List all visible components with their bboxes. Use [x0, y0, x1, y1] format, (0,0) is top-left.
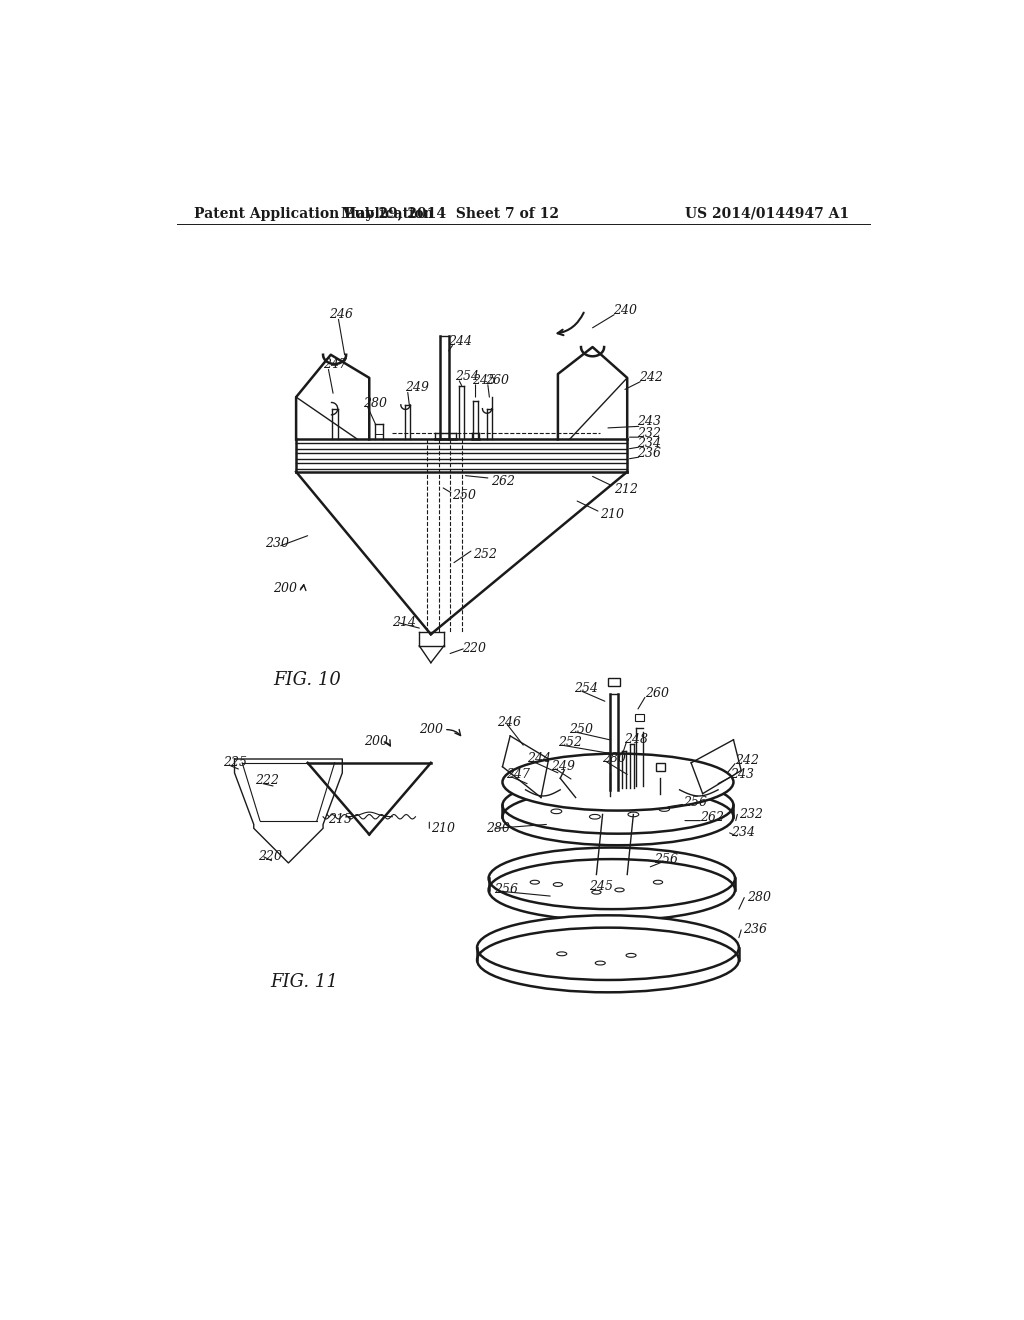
Text: 250: 250	[453, 490, 476, 502]
Ellipse shape	[628, 812, 639, 817]
Text: FIG. 11: FIG. 11	[270, 973, 339, 991]
Ellipse shape	[614, 888, 625, 892]
Text: 212: 212	[614, 483, 638, 496]
Ellipse shape	[503, 776, 733, 834]
Text: 260: 260	[645, 686, 669, 700]
Ellipse shape	[557, 952, 566, 956]
Ellipse shape	[488, 847, 735, 909]
Text: US 2014/0144947 A1: US 2014/0144947 A1	[685, 207, 849, 220]
Text: 249: 249	[551, 760, 575, 774]
Text: 215: 215	[329, 813, 352, 825]
Text: 240: 240	[612, 305, 637, 317]
Text: 280: 280	[602, 752, 626, 766]
Text: 256: 256	[683, 796, 708, 809]
Ellipse shape	[477, 915, 739, 979]
Text: May 29, 2014  Sheet 7 of 12: May 29, 2014 Sheet 7 of 12	[341, 207, 559, 220]
Text: 234: 234	[637, 437, 662, 450]
Ellipse shape	[658, 807, 670, 812]
Text: 280: 280	[746, 891, 770, 904]
Text: 280: 280	[364, 397, 387, 409]
Text: 234: 234	[731, 826, 755, 840]
Text: 200: 200	[273, 582, 297, 594]
Ellipse shape	[626, 953, 636, 957]
Text: 243: 243	[730, 768, 754, 781]
Text: 249: 249	[404, 381, 429, 395]
Ellipse shape	[592, 890, 601, 894]
Text: 248: 248	[625, 733, 648, 746]
Ellipse shape	[551, 809, 562, 813]
Text: 244: 244	[447, 335, 472, 348]
Ellipse shape	[503, 754, 733, 810]
Ellipse shape	[530, 880, 540, 884]
Text: 230: 230	[265, 537, 290, 550]
Text: 280: 280	[486, 822, 510, 834]
Text: 243: 243	[637, 416, 662, 428]
Ellipse shape	[590, 814, 600, 818]
Text: 254: 254	[574, 681, 598, 694]
Text: 210: 210	[431, 822, 455, 834]
Text: 252: 252	[558, 735, 582, 748]
Text: 222: 222	[255, 774, 280, 787]
Text: 260: 260	[484, 374, 509, 387]
Text: 247: 247	[323, 358, 347, 371]
Text: 246: 246	[497, 715, 521, 729]
Text: 214: 214	[392, 616, 417, 630]
Text: 262: 262	[700, 810, 724, 824]
Ellipse shape	[553, 883, 562, 887]
Ellipse shape	[653, 880, 663, 884]
Text: 210: 210	[600, 508, 625, 520]
Text: 256: 256	[654, 853, 678, 866]
Text: 246: 246	[330, 308, 353, 321]
Text: 232: 232	[637, 426, 662, 440]
Text: FIG. 10: FIG. 10	[273, 672, 341, 689]
Text: 256: 256	[494, 883, 518, 896]
Text: 232: 232	[739, 808, 763, 821]
Text: 244: 244	[527, 752, 551, 766]
Text: 225: 225	[223, 756, 247, 770]
Text: 220: 220	[462, 643, 485, 656]
Text: 245: 245	[589, 879, 612, 892]
Bar	[635, 714, 644, 721]
Text: 254: 254	[456, 370, 479, 383]
Text: 242: 242	[735, 754, 759, 767]
Text: 247: 247	[506, 768, 529, 781]
Text: 242: 242	[639, 371, 663, 384]
Bar	[608, 678, 621, 686]
Text: 200: 200	[364, 735, 388, 748]
Ellipse shape	[595, 961, 605, 965]
Text: Patent Application Publication: Patent Application Publication	[194, 207, 433, 220]
Text: 262: 262	[490, 475, 515, 488]
Text: 250: 250	[569, 723, 594, 737]
Text: 252: 252	[473, 548, 498, 561]
Text: 236: 236	[742, 924, 767, 936]
Text: 220: 220	[258, 850, 282, 863]
Text: 200: 200	[419, 723, 443, 737]
Text: 245: 245	[472, 374, 496, 387]
Text: 236: 236	[637, 446, 662, 459]
Bar	[655, 763, 665, 771]
